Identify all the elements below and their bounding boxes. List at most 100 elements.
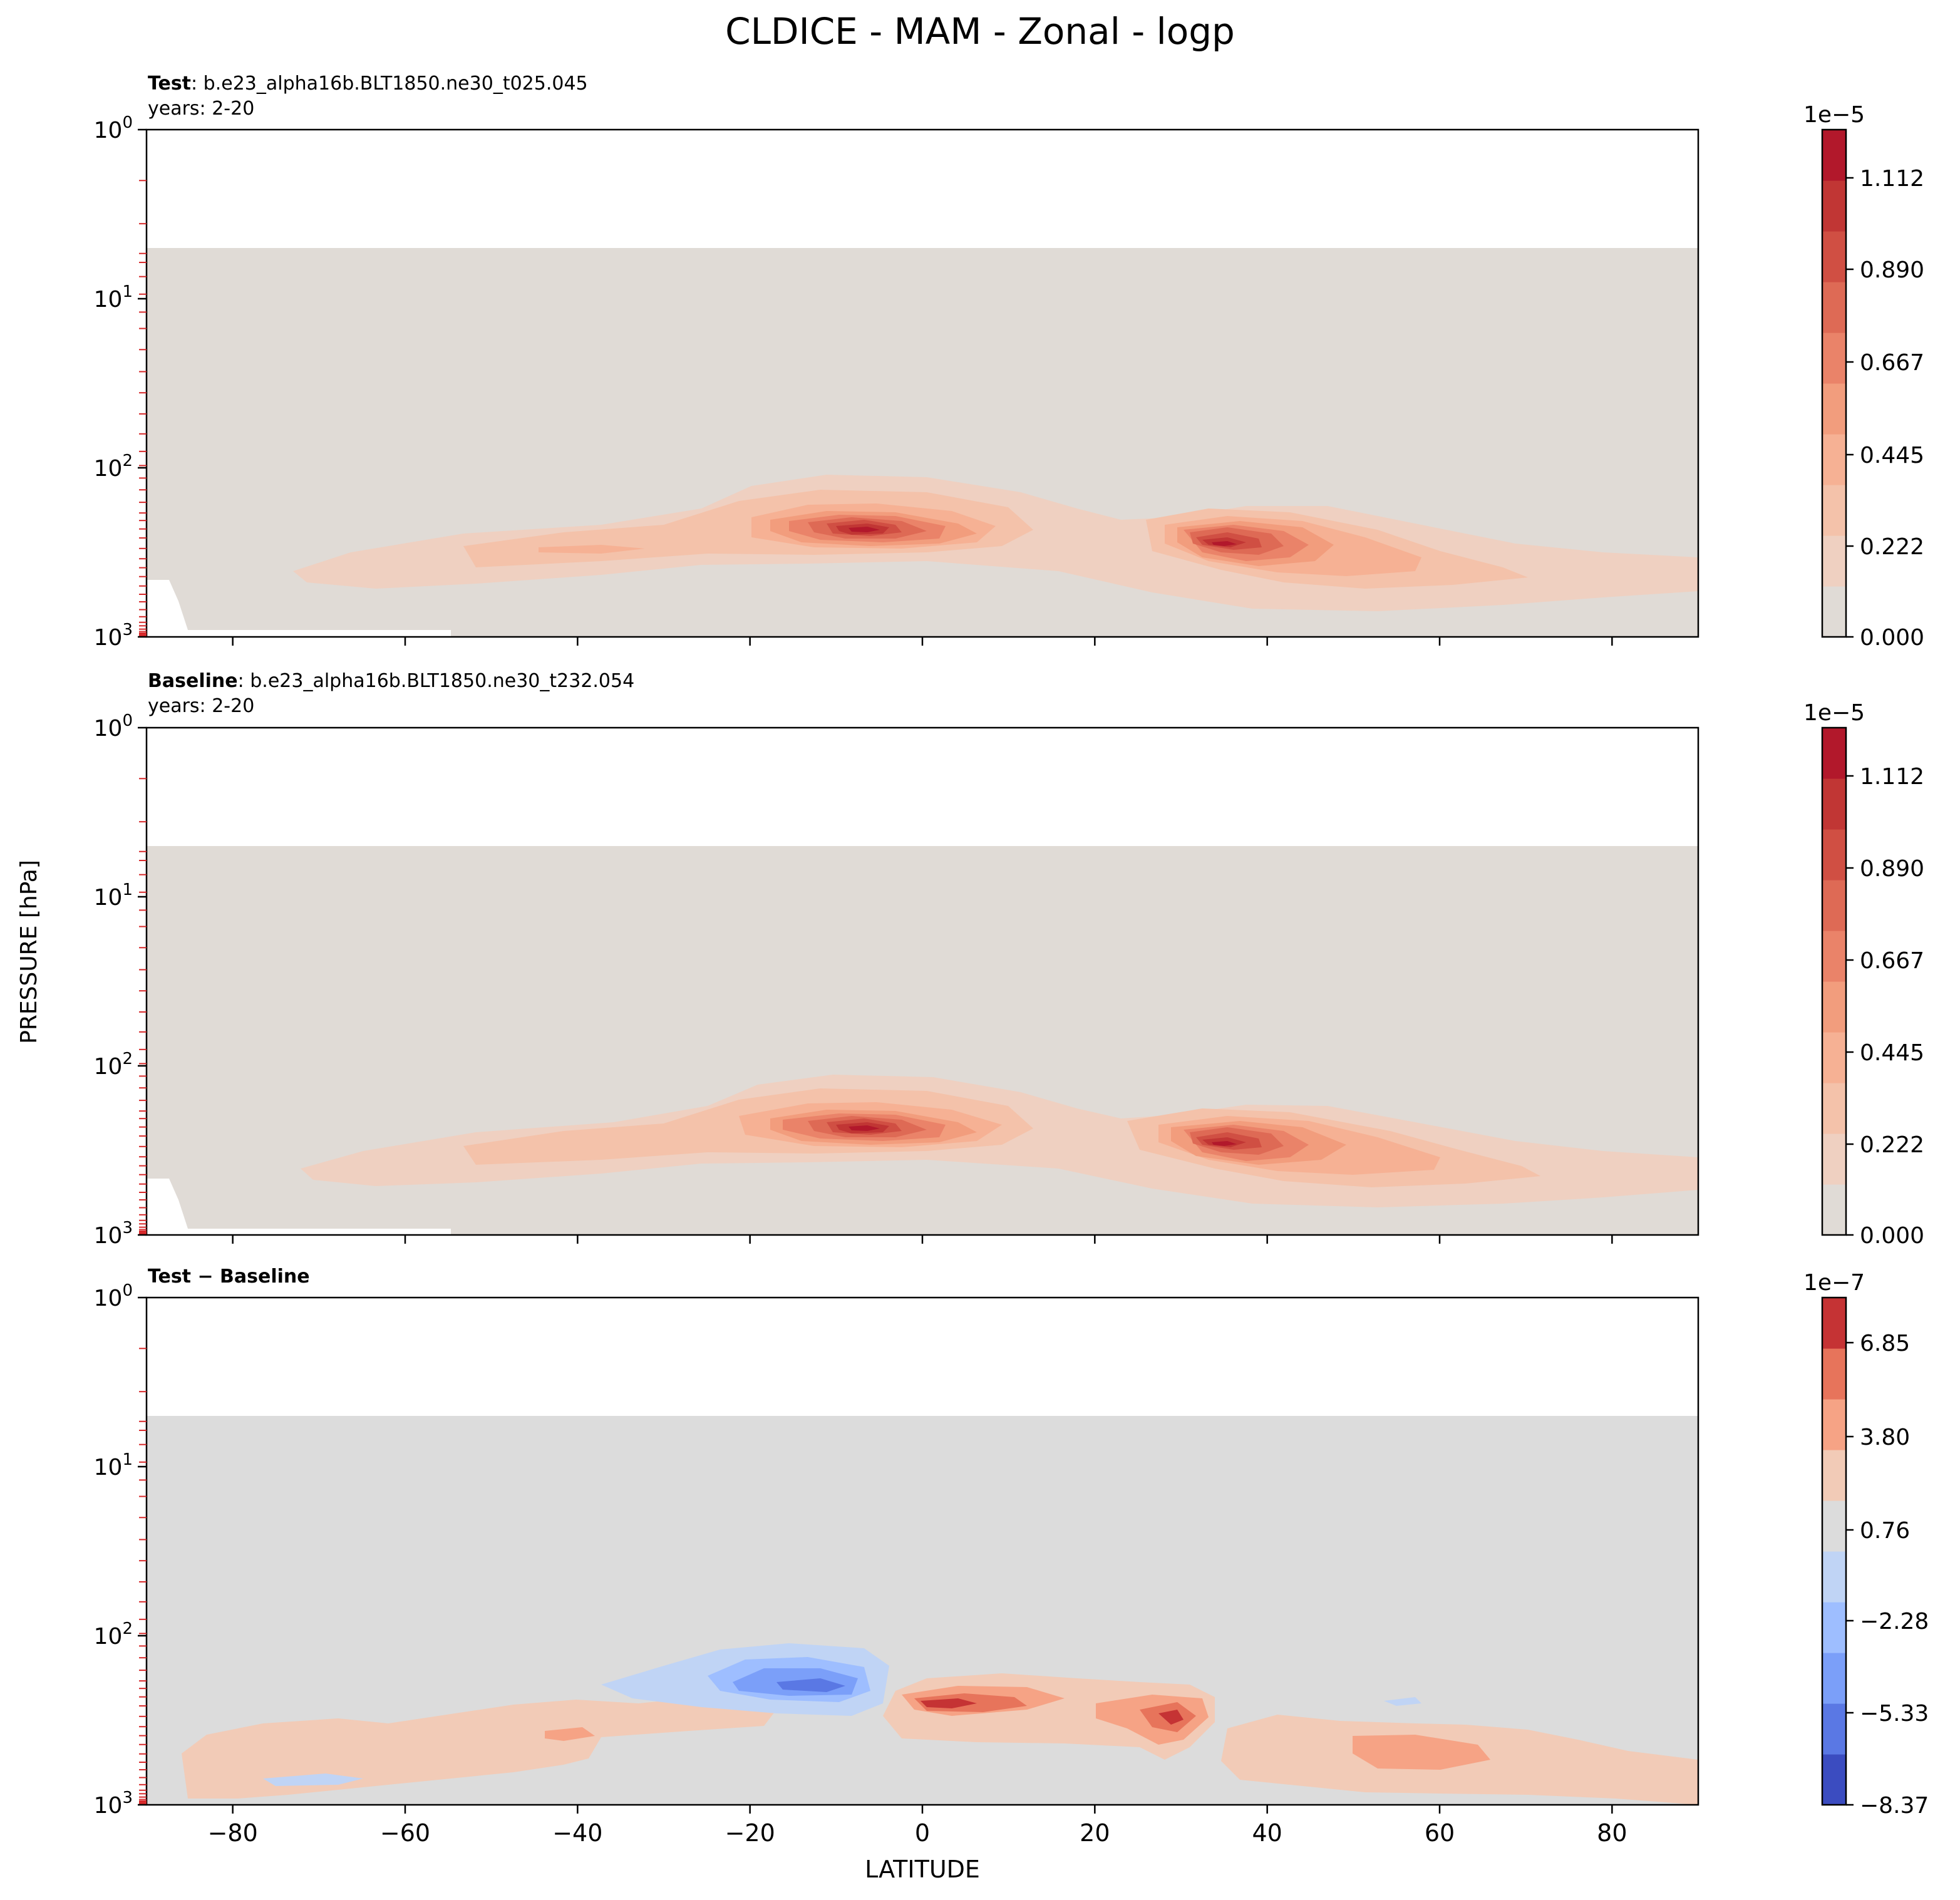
y-tick-label: 103 — [94, 1789, 133, 1819]
colorbar-level — [1822, 880, 1846, 931]
colorbar-level — [1822, 1399, 1846, 1450]
colorbar-level — [1822, 1500, 1846, 1552]
panel-label-bold: Baseline — [148, 670, 238, 692]
panel-label: Test: b.e23_alpha16b.BLT1850.ne30_t025.0… — [148, 73, 588, 95]
colorbar-tick-label: 0.000 — [1860, 1223, 1924, 1249]
y-axis-ticks: 100 101 102 103 — [94, 1281, 147, 1819]
positive-level-3 — [914, 1693, 1196, 1732]
difference-panel: Test − Baseline 100 101 102 103 −80 −60 −40 −2… — [94, 1266, 1929, 1847]
colorbar-level — [1822, 829, 1846, 880]
colorbar-frame — [1821, 128, 1847, 638]
pressure-level-ticks — [139, 778, 147, 1235]
colorbar-tick-label: 0.222 — [1860, 534, 1924, 560]
x-tick-label: −20 — [725, 1819, 775, 1847]
colorbar-level — [1822, 586, 1846, 638]
colorbar-level — [1822, 1450, 1846, 1501]
x-tick-label: 40 — [1252, 1819, 1282, 1847]
colorbar-tick-label: −5.33 — [1860, 1701, 1929, 1727]
y-tick-label: 103 — [94, 621, 133, 651]
colorbar-level — [1822, 931, 1846, 982]
contour-level-7 — [827, 520, 1262, 550]
colorbar-level — [1822, 1551, 1846, 1603]
colorbar-tick-label: 0.76 — [1860, 1518, 1910, 1544]
y-tick-label: 102 — [94, 452, 133, 482]
panel-label-bold: Test — [148, 73, 191, 95]
y-tick-label: 102 — [94, 1050, 133, 1080]
colorbar: 1.112 0.890 0.667 0.445 0.222 0.000 1e−5 — [1803, 102, 1924, 651]
negative-level-1 — [263, 1643, 1421, 1786]
test-contours — [293, 475, 1698, 611]
colorbar-level — [1822, 1348, 1846, 1400]
x-tick-label: 60 — [1425, 1819, 1455, 1847]
positive-level-4 — [921, 1698, 1184, 1725]
colorbar-tick-label: 0.445 — [1860, 1040, 1924, 1066]
colorbar-tick-label: 0.890 — [1860, 856, 1924, 882]
colorbar-level — [1822, 485, 1846, 536]
colorbar-level — [1822, 1602, 1846, 1653]
panel-years: years: 2-20 — [148, 695, 254, 717]
colorbar-tick-label: 6.85 — [1860, 1331, 1910, 1356]
plot-area — [147, 1416, 1698, 1805]
panel-label-name: : b.e23_alpha16b.BLT1850.ne30_t025.045 — [191, 73, 588, 95]
y-axis-label: PRESSURE [hPa] — [16, 860, 42, 1044]
x-axis-label: LATITUDE — [865, 1856, 980, 1883]
panel-years: years: 2-20 — [148, 98, 254, 120]
pressure-level-ticks — [139, 1348, 147, 1805]
y-tick-label: 100 — [94, 1281, 133, 1311]
colorbar-tick-label: 1.112 — [1860, 764, 1924, 790]
colorbar-level — [1822, 1298, 1846, 1349]
x-axis-ticks — [232, 1235, 1613, 1244]
x-tick-label: 20 — [1080, 1819, 1110, 1847]
y-axis-ticks: 100 101 102 103 — [94, 711, 147, 1249]
contour-level-7 — [827, 1118, 1262, 1150]
difference-contours — [182, 1643, 1698, 1805]
y-tick-label: 103 — [94, 1219, 133, 1249]
colorbar-tick-label: 0.667 — [1860, 350, 1924, 376]
x-axis-ticks: −80 −60 −40 −20 0 20 40 60 80 — [208, 1805, 1627, 1847]
colorbar-level — [1822, 535, 1846, 587]
x-axis-ticks — [232, 637, 1613, 646]
y-tick-label: 102 — [94, 1619, 133, 1650]
y-tick-label: 100 — [94, 113, 133, 143]
plot-area — [147, 248, 1698, 637]
colorbar-level — [1822, 1754, 1846, 1805]
colorbar-level — [1822, 282, 1846, 333]
colorbar-level — [1822, 1032, 1846, 1083]
colorbar-level — [1822, 130, 1846, 181]
colorbar-multiplier: 1e−7 — [1803, 1270, 1865, 1296]
colorbar-level — [1822, 1184, 1846, 1236]
y-tick-label: 101 — [94, 282, 133, 312]
colorbar-level — [1822, 180, 1846, 232]
negative-level-4 — [776, 1678, 845, 1692]
contour-level-8 — [836, 1122, 1246, 1147]
colorbar-level — [1822, 383, 1846, 435]
colorbar-tick-label: 0.445 — [1860, 443, 1924, 468]
colorbar-level — [1822, 728, 1846, 779]
colorbar-tick-label: −8.37 — [1860, 1793, 1929, 1819]
test-panel: Test: b.e23_alpha16b.BLT1850.ne30_t025.0… — [94, 73, 1924, 651]
y-tick-label: 101 — [94, 880, 133, 911]
panel-label-name: : b.e23_alpha16b.BLT1850.ne30_t232.054 — [238, 670, 635, 692]
baseline-panel: Baseline: b.e23_alpha16b.BLT1850.ne30_t2… — [94, 670, 1924, 1249]
pressure-level-ticks — [139, 180, 147, 637]
plot-area — [147, 846, 1698, 1235]
surface-mask — [147, 1179, 451, 1235]
x-tick-label: 0 — [915, 1819, 930, 1847]
colorbar-level — [1822, 778, 1846, 830]
x-tick-label: −80 — [208, 1819, 258, 1847]
surface-mask — [147, 580, 451, 637]
y-tick-label: 101 — [94, 1450, 133, 1480]
colorbar-level — [1822, 1653, 1846, 1704]
colorbar-level — [1822, 434, 1846, 485]
colorbar-level — [1822, 333, 1846, 384]
contour-level-3 — [539, 503, 1421, 576]
colorbar-multiplier: 1e−5 — [1803, 700, 1865, 726]
x-tick-label: −40 — [552, 1819, 602, 1847]
figure-title: CLDICE - MAM - Zonal - logp — [725, 10, 1235, 53]
colorbar-level — [1822, 1703, 1846, 1755]
colorbar-frame — [1821, 726, 1847, 1236]
y-axis-ticks: 100 101 102 103 — [94, 113, 147, 651]
panel-label: Baseline: b.e23_alpha16b.BLT1850.ne30_t2… — [148, 670, 634, 692]
colorbar-frame — [1821, 1296, 1847, 1806]
